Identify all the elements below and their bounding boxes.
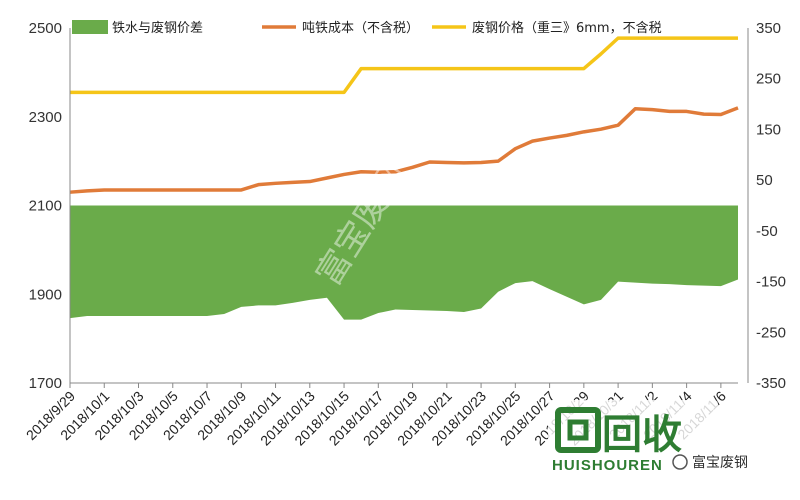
series-area-price-gap [70, 205, 738, 320]
legend-swatch [72, 20, 108, 34]
legend-label: 废钢价格（重三》6mm，不含税 [472, 20, 662, 36]
logo-sub-text: HUISHOUREN [552, 457, 663, 474]
y-right-tick-label: 250 [756, 71, 781, 88]
series-line-scrap-price [70, 36, 738, 95]
y-right-tick-label: -150 [756, 274, 786, 291]
y-right-tick-label: 150 [756, 121, 781, 138]
y-right-tick-label: 350 [756, 20, 781, 37]
y-right-tick-label: 50 [756, 172, 773, 189]
lines-layer [69, 36, 739, 194]
legend-label: 吨铁成本（不含税） [302, 20, 419, 36]
y-right-tick-label: -250 [756, 324, 786, 341]
legend: 铁水与废钢价差 吨铁成本（不含税） 废钢价格（重三》6mm，不含税 [72, 20, 662, 36]
logo-tag-text: 富宝废钢 [692, 454, 748, 471]
y-left-tick-label: 2100 [29, 198, 62, 215]
logo-big-text: 回收 [602, 412, 682, 458]
wechat-icon [672, 454, 688, 470]
y-right-tick-label: -350 [756, 375, 786, 392]
legend-label: 铁水与废钢价差 [112, 20, 203, 36]
y-right-tick-label: -50 [756, 223, 778, 240]
y-left-tick-label: 1700 [29, 375, 62, 392]
brand-logo: 回收 HUISHOUREN 富宝废钢 [548, 400, 748, 474]
area-layer [70, 205, 738, 320]
y-left-tick-label: 2300 [29, 109, 62, 126]
y-left-tick-label: 2500 [29, 20, 62, 37]
series-line-iron-cost [69, 106, 739, 194]
y-left-tick-label: 1900 [29, 286, 62, 303]
